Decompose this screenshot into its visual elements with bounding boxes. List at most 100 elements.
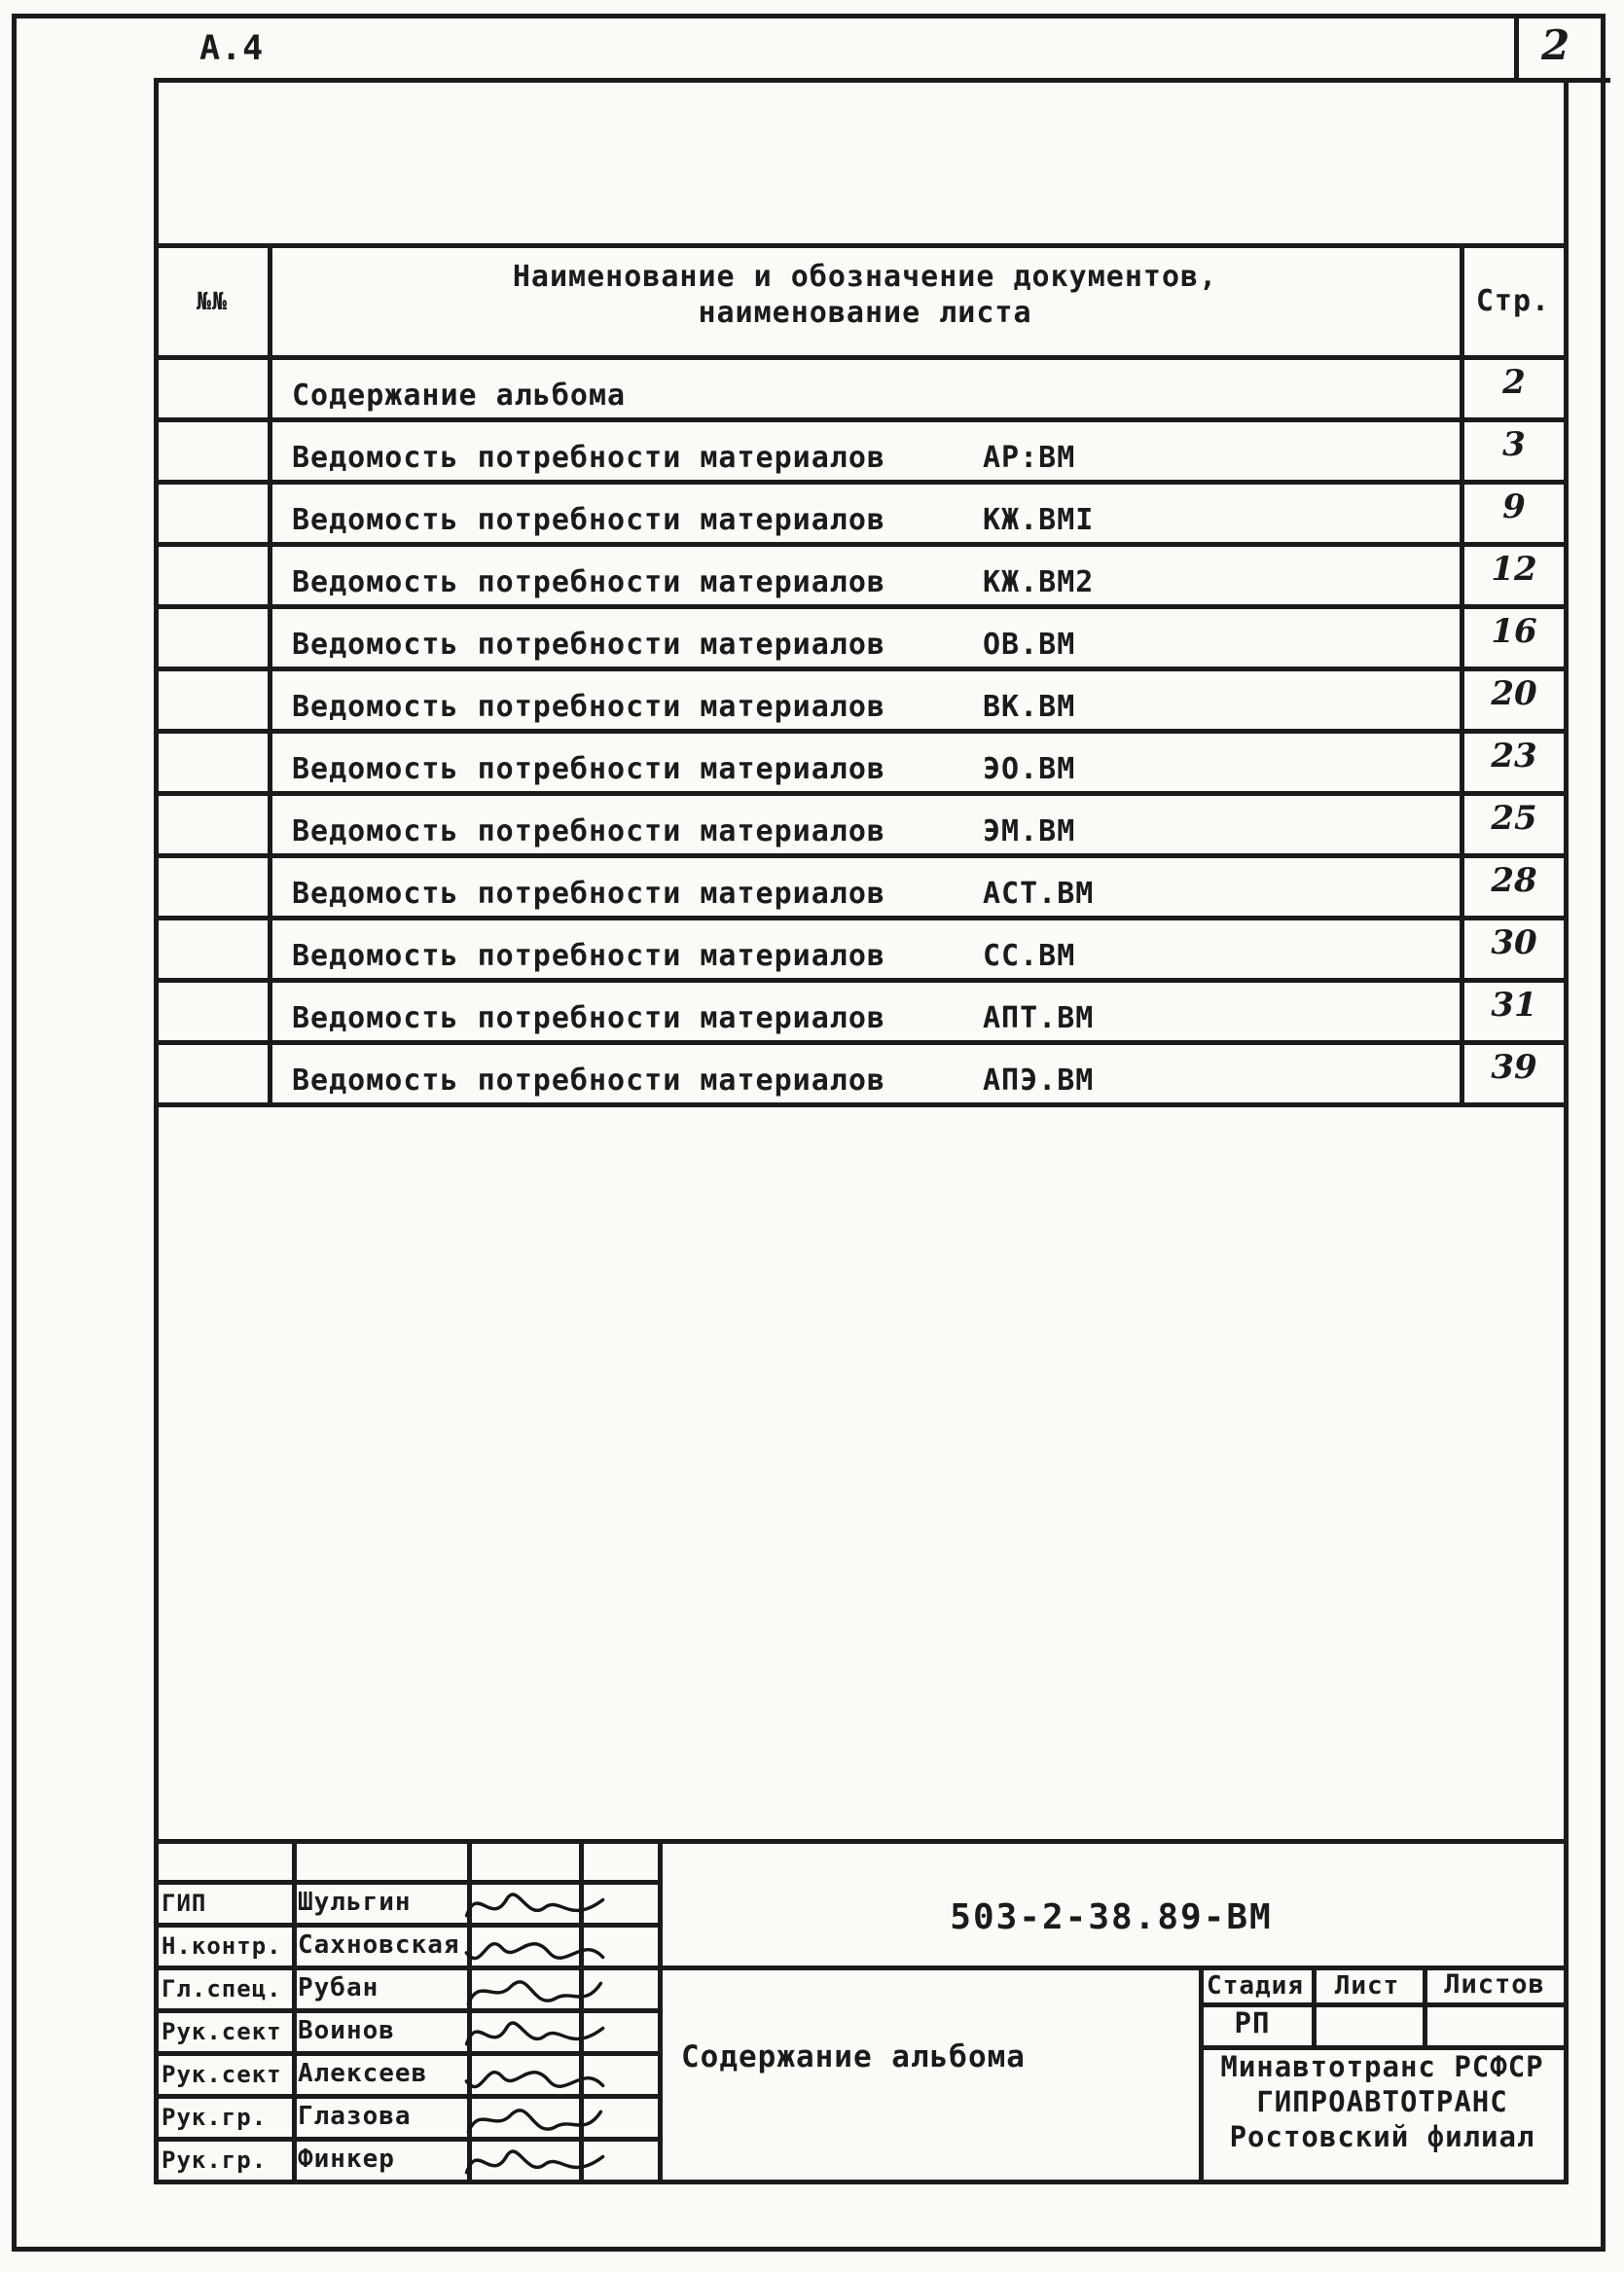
document-title: Содержание альбома bbox=[681, 2039, 1026, 2074]
document-name: Ведомость потребности материалов bbox=[292, 877, 885, 911]
document-code: ОВ.ВМ bbox=[983, 628, 1076, 662]
grid-line bbox=[1199, 1965, 1204, 2180]
document-code: АСТ.ВМ bbox=[983, 877, 1095, 911]
document-name: Ведомость потребности материалов bbox=[292, 752, 885, 786]
column-header-name-line2: наименование листа bbox=[698, 296, 1032, 330]
grid-line bbox=[292, 1839, 297, 2180]
document-code: АПЭ.ВМ bbox=[983, 1064, 1095, 1098]
document-name: Ведомость потребности материалов bbox=[292, 814, 885, 848]
signature-icon bbox=[466, 1980, 603, 2005]
page-number: 12 bbox=[1491, 550, 1537, 589]
signatory-name: Алексеев bbox=[298, 2059, 428, 2088]
page-number: 23 bbox=[1491, 737, 1537, 775]
grid-line bbox=[154, 1923, 663, 1928]
grid-line bbox=[268, 243, 272, 1107]
grid-line bbox=[579, 1839, 584, 2180]
grid-line bbox=[154, 604, 1564, 609]
signatory-role: Рук.сект bbox=[162, 2018, 282, 2045]
column-header-page: Стр. bbox=[1475, 283, 1551, 318]
grid-line bbox=[154, 916, 1564, 920]
grid-line bbox=[154, 78, 1610, 83]
page-number: 25 bbox=[1491, 799, 1537, 838]
grid-line bbox=[467, 1839, 472, 2180]
signature-icon bbox=[464, 1942, 605, 1961]
grid-line bbox=[1199, 2002, 1564, 2007]
document-code: ЭО.ВМ bbox=[983, 752, 1076, 786]
signatory-role: Рук.гр. bbox=[162, 2146, 268, 2174]
grid-line bbox=[154, 2137, 663, 2142]
document-code: АР:ВМ bbox=[983, 441, 1076, 475]
organization-line1: Минавтотранс РСФСР bbox=[1220, 2050, 1544, 2083]
page-number: 9 bbox=[1502, 487, 1526, 526]
signatory-name: Шульгин bbox=[298, 1888, 412, 1917]
document-name: Ведомость потребности материалов bbox=[292, 1064, 885, 1098]
grid-line bbox=[154, 1102, 1564, 1107]
page-frame bbox=[12, 14, 1606, 2252]
grid-line bbox=[154, 2008, 663, 2013]
page-number: 31 bbox=[1491, 986, 1537, 1025]
page-number: 28 bbox=[1491, 861, 1537, 900]
stage-value: РП bbox=[1234, 2006, 1271, 2039]
page-number: 16 bbox=[1491, 612, 1537, 651]
signatory-name: Сахновская bbox=[298, 1930, 460, 1960]
grid-line bbox=[154, 542, 1564, 547]
grid-line bbox=[1199, 2045, 1564, 2050]
grid-line bbox=[1460, 243, 1464, 1107]
signatory-name: Финкер bbox=[298, 2145, 395, 2174]
document-name: Ведомость потребности материалов bbox=[292, 441, 885, 475]
sheet-number: 2 bbox=[1541, 21, 1570, 69]
document-code: КЖ.ВМI bbox=[983, 503, 1095, 537]
grid-line bbox=[154, 243, 1564, 248]
grid-line bbox=[154, 78, 159, 2184]
organization-line3: Ростовский филиал bbox=[1229, 2120, 1535, 2153]
grid-line bbox=[154, 1965, 1564, 1970]
document-code: КЖ.ВМ2 bbox=[983, 565, 1095, 599]
grid-line bbox=[154, 1880, 663, 1885]
grid-line bbox=[154, 480, 1564, 485]
document-name: Ведомость потребности материалов bbox=[292, 628, 885, 662]
grid-line bbox=[1514, 14, 1519, 83]
document-number: 503-2-38.89-ВМ bbox=[950, 1897, 1273, 1937]
signature-icon bbox=[464, 2149, 605, 2175]
grid-line bbox=[154, 355, 1564, 360]
document-code: АПТ.ВМ bbox=[983, 1001, 1095, 1035]
grid-line bbox=[1564, 78, 1569, 2184]
stage-column-header: Стадия bbox=[1207, 1971, 1304, 2001]
page-number: 2 bbox=[1502, 363, 1526, 402]
document-name: Ведомость потребности материалов bbox=[292, 503, 885, 537]
signatory-role: Рук.сект bbox=[162, 2061, 282, 2088]
page-number: 3 bbox=[1502, 425, 1526, 464]
grid-line bbox=[154, 791, 1564, 796]
document-code: СС.ВМ bbox=[983, 939, 1076, 973]
corner-code: А.4 bbox=[199, 29, 265, 68]
signature-icon bbox=[466, 2109, 603, 2134]
grid-line bbox=[154, 1839, 1564, 1844]
grid-line bbox=[154, 2094, 663, 2099]
signatory-name: Глазова bbox=[298, 2102, 412, 2131]
document-name: Ведомость потребности материалов bbox=[292, 1001, 885, 1035]
signatory-role: Н.контр. bbox=[162, 1932, 282, 1960]
column-header-name-line1: Наименование и обозначение документов, bbox=[512, 260, 1218, 294]
sheet-column-header: Лист bbox=[1334, 1971, 1400, 2001]
organization-line2: ГИПРОАВТОТРАНС bbox=[1256, 2085, 1508, 2118]
document-code: ЭМ.ВМ bbox=[983, 814, 1076, 848]
page-number: 20 bbox=[1491, 674, 1537, 713]
document-name: Ведомость потребности материалов bbox=[292, 690, 885, 724]
grid-line bbox=[154, 417, 1564, 422]
grid-line bbox=[154, 2051, 663, 2056]
signature-icon bbox=[464, 2071, 605, 2089]
signature-icon bbox=[464, 1893, 605, 1918]
grid-line bbox=[154, 667, 1564, 671]
organization-block: Минавтотранс РСФСР ГИПРОАВТОТРАНС Ростов… bbox=[1201, 2049, 1564, 2154]
document-name: Ведомость потребности материалов bbox=[292, 939, 885, 973]
grid-line bbox=[154, 978, 1564, 983]
grid-line bbox=[154, 2180, 1569, 2184]
sheets-column-header: Листов bbox=[1444, 1969, 1545, 2000]
grid-line bbox=[154, 1040, 1564, 1045]
document-name: Содержание альбома bbox=[292, 379, 627, 413]
document-code: ВК.ВМ bbox=[983, 690, 1076, 724]
grid-line bbox=[658, 1839, 663, 2180]
signatory-name: Рубан bbox=[298, 1973, 379, 2002]
grid-line bbox=[154, 729, 1564, 734]
